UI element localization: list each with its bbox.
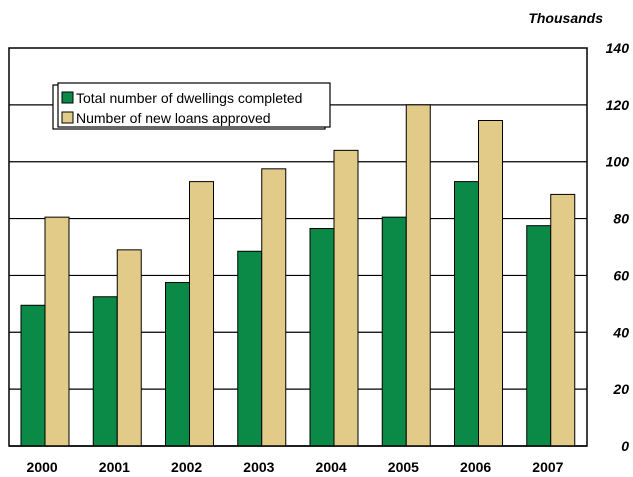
bar-loans-approved (333, 149, 359, 447)
bar-loans-approved (189, 181, 214, 447)
bar-dwellings-completed (237, 250, 263, 447)
legend-swatch-loans (61, 111, 74, 124)
bar-dwellings-completed (20, 304, 46, 447)
x-tick-label: 2000 (27, 459, 58, 475)
bar-dwellings-completed (309, 228, 335, 447)
bar-loans-approved (550, 193, 576, 447)
x-tick-label: 2007 (532, 459, 563, 475)
y-tick-label: 60 (613, 267, 629, 283)
bar-loans-approved (405, 104, 431, 447)
x-tick-label: 2005 (388, 459, 419, 475)
legend-swatch-dwellings (61, 91, 74, 104)
legend-label-loans: Number of new loans approved (76, 110, 271, 126)
bars (9, 104, 587, 447)
bar-dwellings-completed (92, 296, 118, 447)
bar-loans-approved (261, 168, 287, 447)
legend: Total number of dwellings completed Numb… (52, 82, 331, 130)
y-tick-label: 100 (606, 154, 630, 170)
x-tick-label: 2002 (171, 459, 202, 475)
bar-loans-approved (116, 249, 142, 447)
y-axis-ticks: 0 20 40 60 80 100 120 140 (606, 40, 630, 454)
y-tick-label: 80 (613, 211, 629, 227)
x-tick-label: 2006 (460, 459, 491, 475)
x-tick-label: 2001 (99, 459, 130, 475)
legend-label-dwellings: Total number of dwellings completed (76, 90, 302, 106)
legend-frame (57, 82, 331, 128)
y-tick-label: 0 (621, 438, 629, 454)
x-tick-label: 2003 (243, 459, 274, 475)
y-tick-label: 20 (612, 381, 629, 397)
x-tick-label: 2004 (316, 459, 347, 475)
bar-dwellings-completed (454, 181, 479, 447)
bar-dwellings-completed (381, 216, 407, 447)
y-axis-unit-label: Thousands (528, 10, 603, 26)
bar-dwellings-completed (165, 282, 190, 447)
bar-dwellings-completed (526, 225, 552, 447)
x-axis-ticks: 2000 2001 2002 2003 2004 2005 2006 2007 (27, 459, 564, 475)
y-tick-label: 40 (612, 324, 629, 340)
y-tick-label: 120 (606, 97, 630, 113)
bar-loans-approved (478, 119, 503, 447)
y-tick-label: 140 (606, 40, 630, 56)
bar-loans-approved (44, 216, 70, 447)
